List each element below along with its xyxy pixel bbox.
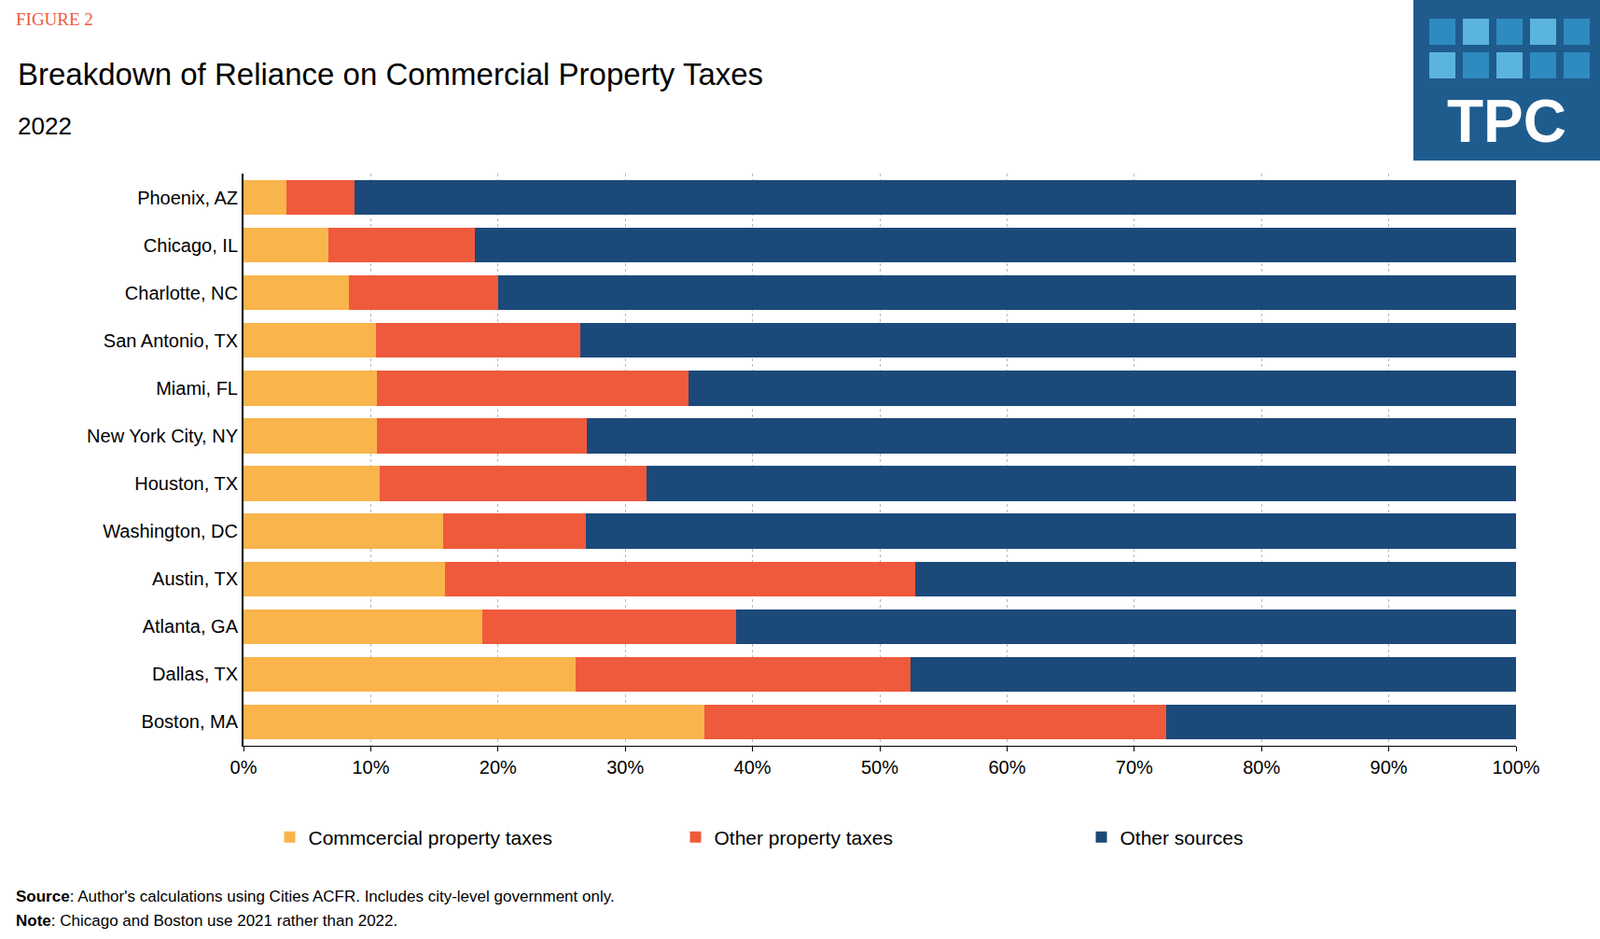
svg-text:FIGURE 2: FIGURE 2 <box>15 9 94 29</box>
svg-text:Boston, MA: Boston, MA <box>141 710 239 732</box>
svg-text:30%: 30% <box>606 756 644 778</box>
svg-text:20%: 20% <box>479 756 517 778</box>
svg-text:80%: 80% <box>1242 756 1280 778</box>
svg-text:100%: 100% <box>1491 756 1540 778</box>
svg-text:Dallas, TX: Dallas, TX <box>152 663 238 684</box>
svg-text:Austin, TX: Austin, TX <box>152 568 238 589</box>
svg-text:San Antonio, TX: San Antonio, TX <box>103 330 238 351</box>
svg-text:Phoenix, AZ: Phoenix, AZ <box>137 187 238 209</box>
svg-text:60%: 60% <box>987 756 1026 778</box>
svg-text:Breakdown of Reliance on Comme: Breakdown of Reliance on Commercial Prop… <box>17 56 764 92</box>
svg-text:Chicago, IL: Chicago, IL <box>143 235 238 256</box>
svg-text:Atlanta, GA: Atlanta, GA <box>142 615 239 637</box>
svg-text:2022: 2022 <box>17 111 72 140</box>
svg-text:Charlotte, NC: Charlotte, NC <box>125 282 238 304</box>
svg-text:40%: 40% <box>734 756 772 778</box>
svg-text:70%: 70% <box>1115 756 1154 778</box>
svg-text:Houston, TX: Houston, TX <box>134 473 238 494</box>
svg-text:Other sources: Other sources <box>1120 826 1244 849</box>
svg-text:Note: Chicago and Boston use 2: Note: Chicago and Boston use 2021 rather… <box>15 911 398 930</box>
svg-text:10%: 10% <box>351 756 390 778</box>
svg-text:90%: 90% <box>1370 756 1408 778</box>
svg-text:Commcercial property taxes: Commcercial property taxes <box>308 826 553 849</box>
svg-text:Other property taxes: Other property taxes <box>714 826 893 849</box>
svg-text:50%: 50% <box>861 756 899 778</box>
svg-text:Miami, FL: Miami, FL <box>155 377 238 399</box>
svg-text:Washington, DC: Washington, DC <box>102 520 238 542</box>
svg-text:Source: Author's calculations: Source: Author's calculations using Citi… <box>15 887 615 905</box>
svg-text:New York City, NY: New York City, NY <box>86 425 238 446</box>
svg-text:0%: 0% <box>230 756 258 778</box>
svg-text:TPC: TPC <box>1446 87 1567 155</box>
